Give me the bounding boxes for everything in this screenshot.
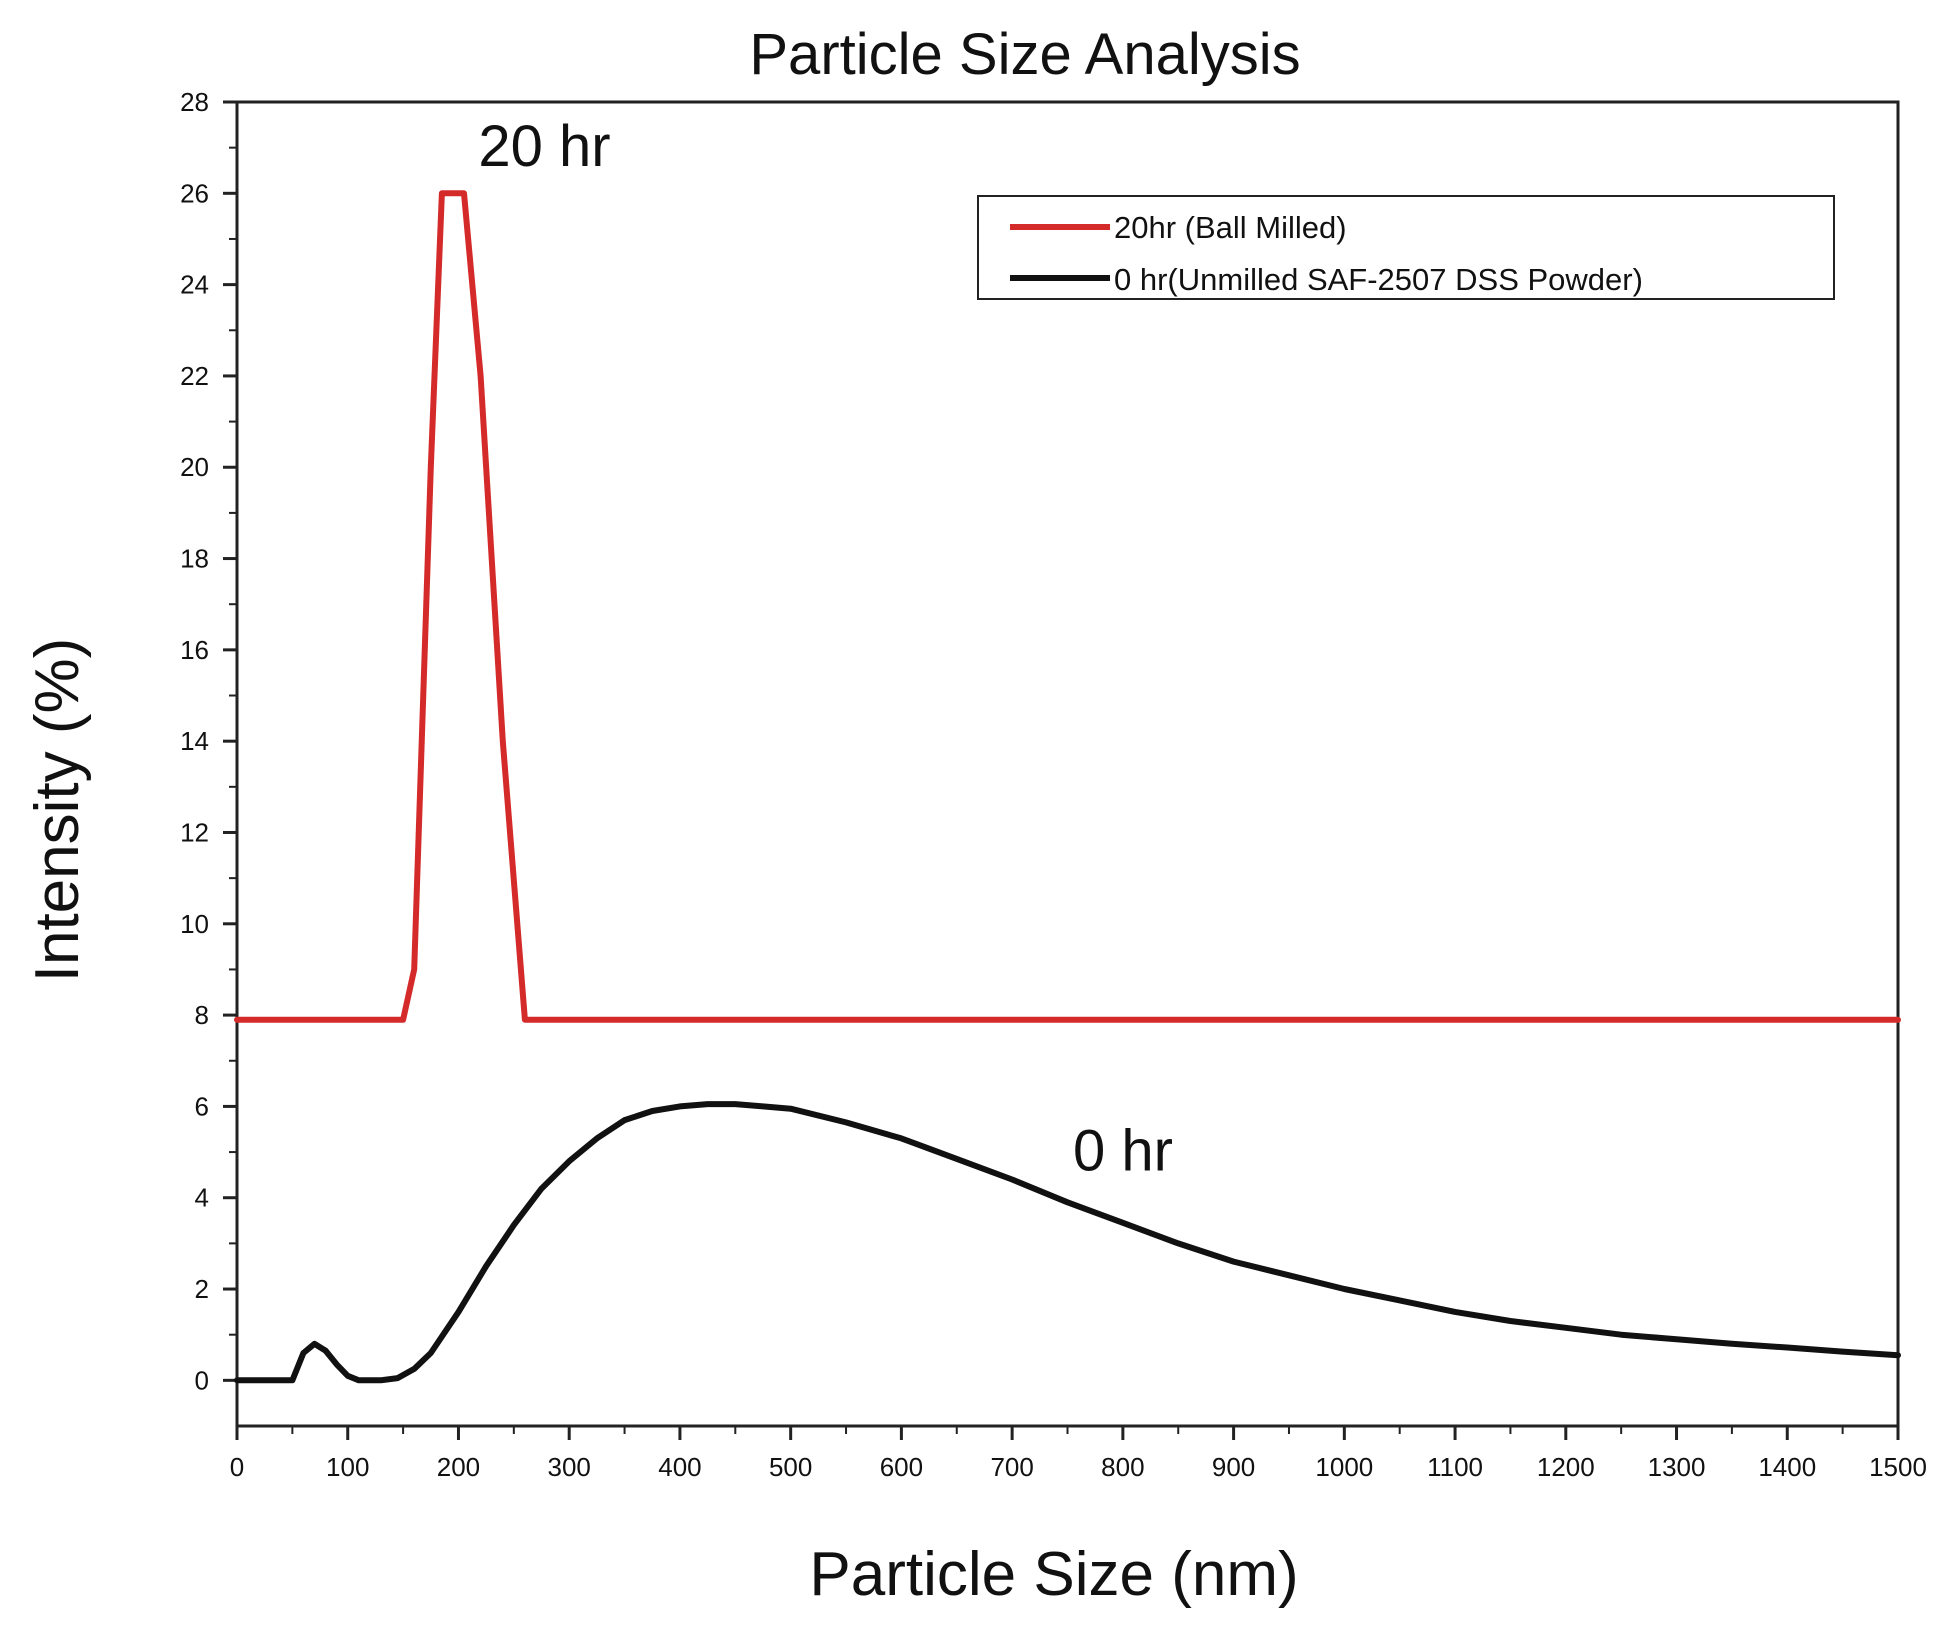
- series-line-0hr: [234, 1101, 1901, 1384]
- y-tick-label: 24: [180, 270, 209, 300]
- x-tick-label: 800: [1101, 1452, 1144, 1482]
- legend-label-20hr: 20hr (Ball Milled): [1114, 210, 1347, 245]
- annotation-layer: 20 hr 0 hr: [478, 114, 1173, 1183]
- x-tick-label: 1000: [1315, 1452, 1373, 1482]
- x-tick-label: 1400: [1758, 1452, 1816, 1482]
- y-tick-label: 14: [180, 726, 209, 756]
- x-tick-label: 100: [326, 1452, 369, 1482]
- x-tick-label: 500: [769, 1452, 812, 1482]
- x-axis-ticks: 0 100 200 300 400 500 600 700 800 900 1000 1100 1200…: [230, 1426, 1927, 1482]
- y-tick-label: 2: [195, 1274, 209, 1304]
- legend-label-0hr: 0 hr(Unmilled SAF-2507 DSS Powder): [1114, 262, 1643, 297]
- x-tick-label: 900: [1212, 1452, 1255, 1482]
- x-tick-label: 700: [990, 1452, 1033, 1482]
- x-tick-label: 400: [658, 1452, 701, 1482]
- y-tick-label: 10: [180, 909, 209, 939]
- y-tick-label: 0: [195, 1365, 209, 1395]
- y-tick-label: 6: [195, 1091, 209, 1121]
- x-tick-label: 1300: [1648, 1452, 1706, 1482]
- y-tick-label: 26: [180, 178, 209, 208]
- x-tick-label: 300: [548, 1452, 591, 1482]
- y-tick-label: 28: [180, 87, 209, 117]
- y-tick-label: 20: [180, 452, 209, 482]
- y-tick-label: 22: [180, 361, 209, 391]
- y-tick-label: 16: [180, 635, 209, 665]
- x-tick-label: 1200: [1537, 1452, 1595, 1482]
- x-tick-label: 600: [880, 1452, 923, 1482]
- series-line-20hr: [234, 190, 1901, 1023]
- x-tick-label: 1500: [1869, 1452, 1927, 1482]
- annotation-0hr: 0 hr: [1073, 1118, 1173, 1183]
- x-tick-label: 0: [230, 1452, 244, 1482]
- y-tick-label: 12: [180, 817, 209, 847]
- y-tick-label: 4: [195, 1183, 209, 1213]
- x-axis-label: Particle Size (nm): [809, 1540, 1298, 1609]
- y-tick-label: 18: [180, 544, 209, 574]
- plot-area: [235, 100, 1900, 1428]
- annotation-20hr: 20 hr: [478, 114, 610, 179]
- legend-box: [977, 195, 1835, 300]
- x-tick-label: 200: [437, 1452, 480, 1482]
- y-axis-label: Intensity (%): [23, 638, 92, 983]
- series-layer: [234, 190, 1901, 1384]
- plot-frame: [235, 100, 1900, 1428]
- y-tick-label: 8: [195, 1000, 209, 1030]
- legend: 20hr (Ball Milled) 0 hr(Unmilled SAF-250…: [977, 195, 1835, 300]
- x-tick-label: 1100: [1427, 1452, 1483, 1482]
- chart-title: Particle Size Analysis: [749, 22, 1300, 87]
